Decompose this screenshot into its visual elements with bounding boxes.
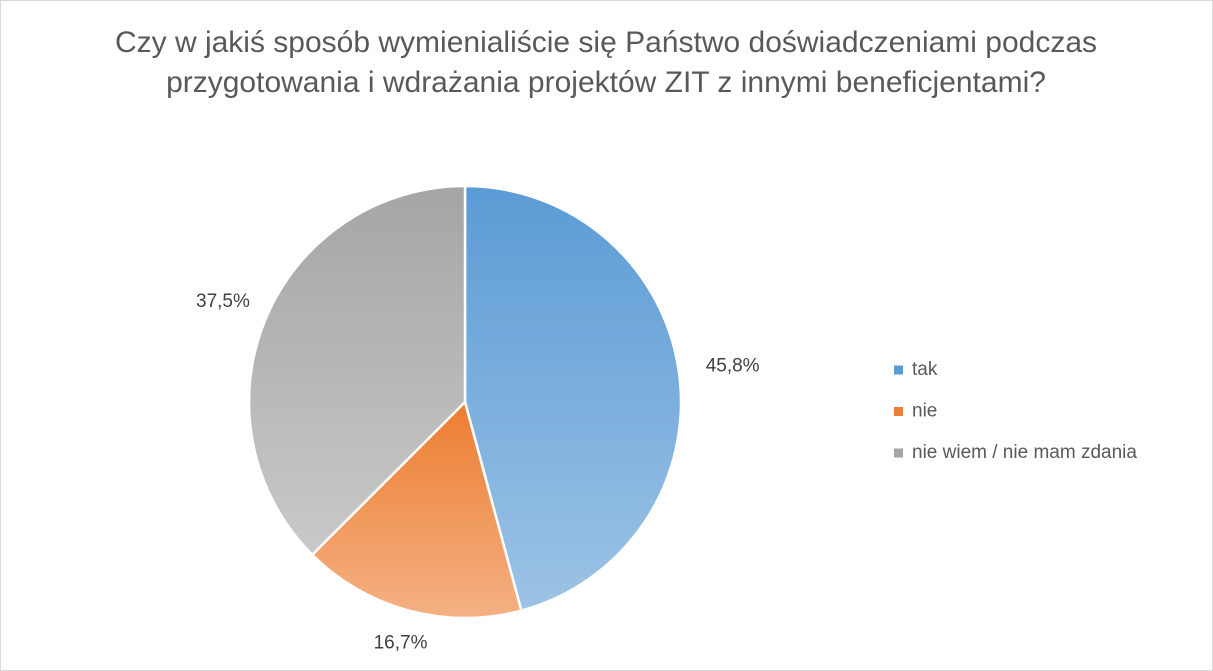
legend-box <box>881 346 1203 480</box>
pie-slice <box>310 399 523 620</box>
legend-label: tak <box>912 359 938 380</box>
pie-slice <box>247 184 467 557</box>
legend-label: nie <box>912 401 937 422</box>
pie-slice <box>463 184 683 613</box>
legend-marker <box>894 448 903 458</box>
legend-marker <box>894 365 903 375</box>
data-label: 45,8% <box>706 355 760 376</box>
data-label: 37,5% <box>196 291 250 312</box>
chart-title: Czy w jakiś sposób wymienialiście się Pa… <box>114 26 1098 99</box>
data-label: 16,7% <box>374 633 428 654</box>
legend-label: nie wiem / nie mam zdania <box>912 442 1137 463</box>
legend-marker <box>894 407 903 416</box>
